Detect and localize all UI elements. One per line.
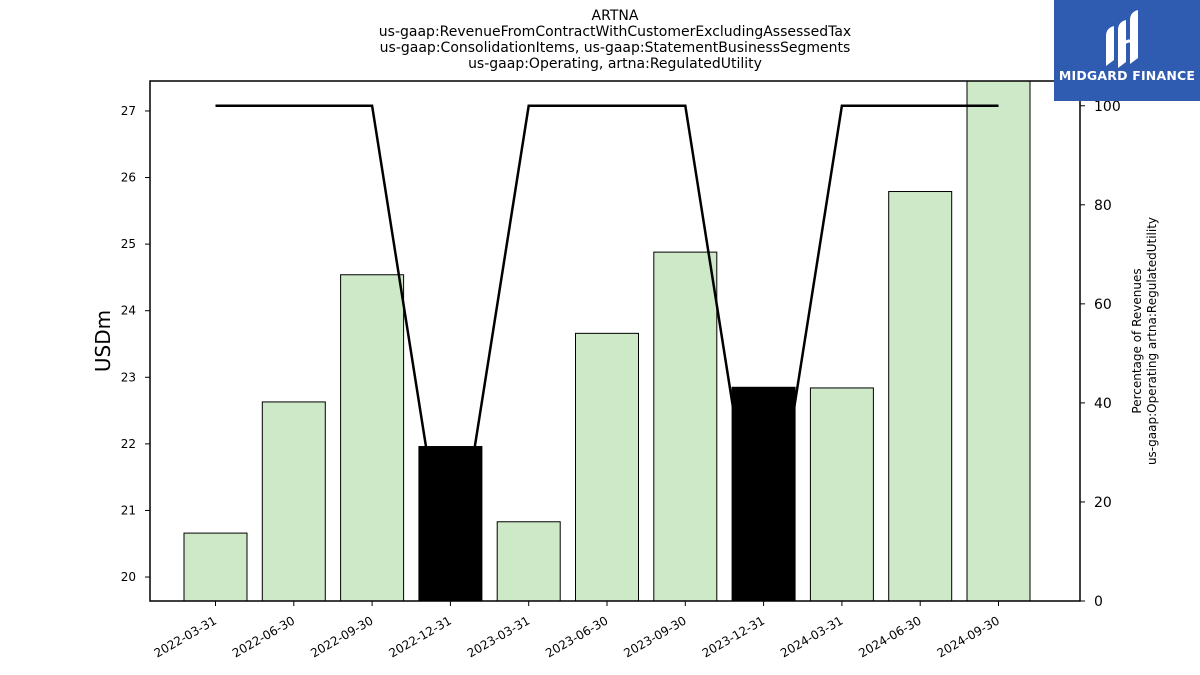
x-tick-label: 2023-06-30 <box>543 613 610 660</box>
y-axis-label-left: USDm <box>91 310 115 372</box>
x-tick-label: 2023-03-31 <box>465 613 532 660</box>
y-tick-label-left: 22 <box>121 437 136 451</box>
chart-title: ARTNAus-gaap:RevenueFromContractWithCust… <box>379 8 851 72</box>
x-tick-label: 2022-03-31 <box>152 613 219 660</box>
x-tick-label: 2022-12-31 <box>386 613 453 660</box>
y-axis-label-right: Percentage of Revenues us-gaap:Operating … <box>1130 217 1159 465</box>
percentage-line-path <box>215 104 999 602</box>
midgard-finance-logo: MIDGARD FINANCE <box>1054 0 1200 101</box>
bar <box>966 80 1031 602</box>
plot-frame <box>149 80 1081 602</box>
x-axis: 2022-03-31 2022-06-30 2022-09-30 2022-12-31… <box>152 601 1002 660</box>
y-tick-label-left: 27 <box>121 104 136 118</box>
bar <box>888 191 953 602</box>
y-tick-label-right: 80 <box>1094 198 1112 214</box>
x-tick-label: 2023-09-30 <box>621 613 688 660</box>
bars <box>183 80 1031 602</box>
y-tick-label-left: 24 <box>121 304 136 318</box>
y-tick-label-left: 26 <box>121 171 136 185</box>
x-tick-label: 2022-06-30 <box>230 613 297 660</box>
x-tick-label: 2024-09-30 <box>935 613 1002 660</box>
percentage-line <box>215 104 999 602</box>
y-axis-label-right-line: us-gaap:Operating artna:RegulatedUtility <box>1145 217 1159 465</box>
y-tick-label-right: 0 <box>1094 594 1103 610</box>
y-axis-right: 0 20 40 60 80 100 <box>1080 99 1121 610</box>
y-axis-left: 20 21 22 23 24 25 26 27 <box>121 104 150 584</box>
bar <box>340 274 405 602</box>
y-tick-label-left: 20 <box>121 570 136 584</box>
bar <box>653 251 718 602</box>
y-tick-label-right: 20 <box>1094 495 1112 511</box>
bar <box>809 387 874 602</box>
y-tick-label-left: 23 <box>121 370 136 384</box>
title-line: us-gaap:Operating, artna:RegulatedUtilit… <box>468 56 762 72</box>
bar <box>575 332 639 602</box>
y-tick-label-right: 100 <box>1094 99 1121 115</box>
y-tick-label-right: 40 <box>1094 396 1112 412</box>
logo-text: MIDGARD FINANCE <box>1058 68 1196 83</box>
x-tick-label: 2022-09-30 <box>308 613 375 660</box>
bar <box>261 401 326 602</box>
title-line: us-gaap:ConsolidationItems, us-gaap:Stat… <box>380 40 851 56</box>
midgard-logo-icon <box>1106 10 1138 68</box>
bar <box>183 532 248 602</box>
y-tick-label-left: 21 <box>121 503 136 517</box>
bar <box>731 386 796 602</box>
x-tick-label: 2024-06-30 <box>856 613 923 660</box>
x-tick-label: 2023-12-31 <box>700 613 767 660</box>
x-tick-label: 2024-03-31 <box>778 613 845 660</box>
y-axis-label-right-line: Percentage of Revenues <box>1130 268 1144 413</box>
bar <box>496 521 561 602</box>
title-line: ARTNA <box>592 8 639 24</box>
title-line: us-gaap:RevenueFromContractWithCustomerE… <box>379 24 851 40</box>
y-tick-label-right: 60 <box>1094 297 1112 313</box>
bar <box>418 446 483 602</box>
y-tick-label-left: 25 <box>121 237 136 251</box>
